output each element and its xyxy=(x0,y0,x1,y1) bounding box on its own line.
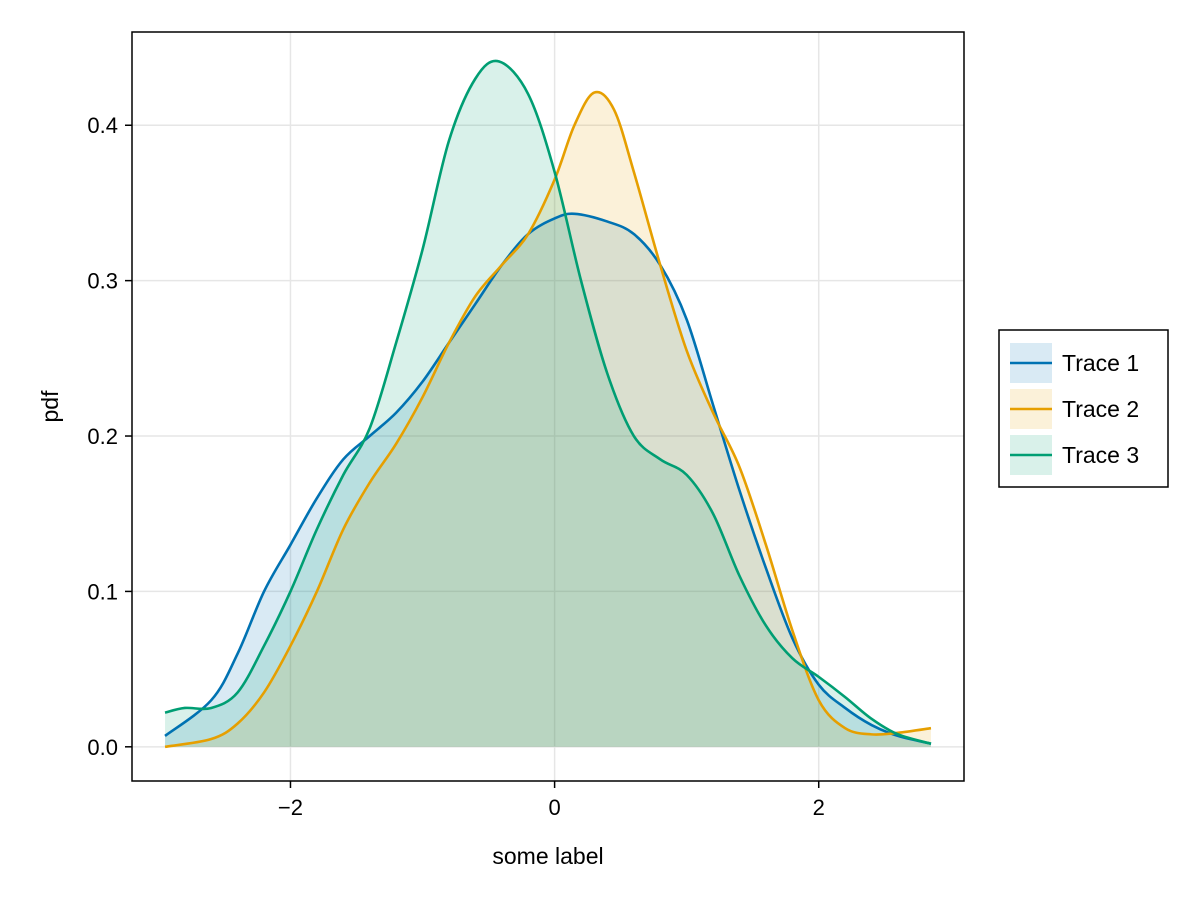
axis-ticks: −2 0 2 0.0 0.1 0.2 0.3 0.4 xyxy=(87,113,824,820)
x-tick-label: 2 xyxy=(813,795,825,820)
grid-lines xyxy=(132,32,964,781)
legend-box xyxy=(998,329,1169,488)
legend: Trace 1 Trace 2 Trace 3 xyxy=(998,329,1169,488)
legend-label-1: Trace 1 xyxy=(1062,350,1139,376)
series-fill-3 xyxy=(165,60,931,747)
legend-label-3: Trace 3 xyxy=(1062,442,1139,468)
series-line-2 xyxy=(164,90,932,749)
legend-label-2: Trace 2 xyxy=(1062,396,1139,422)
y-tick-label: 0.3 xyxy=(87,269,118,294)
x-axis-label: some label xyxy=(492,843,603,869)
series-lines xyxy=(164,59,932,749)
area-fills xyxy=(165,60,931,747)
x-tick-label: −2 xyxy=(278,795,303,820)
y-tick-label: 0.1 xyxy=(87,579,118,604)
y-tick-label: 0.2 xyxy=(87,424,118,449)
plot-frame xyxy=(131,31,965,782)
x-tick-label: 0 xyxy=(548,795,560,820)
y-tick-label: 0.4 xyxy=(87,113,118,138)
series-fill-1 xyxy=(165,213,931,747)
series-fill-2 xyxy=(165,92,931,747)
series-line-1 xyxy=(164,212,932,745)
y-tick-label: 0.0 xyxy=(87,735,118,760)
y-axis-label: pdf xyxy=(37,390,63,423)
series-line-3 xyxy=(164,59,932,745)
